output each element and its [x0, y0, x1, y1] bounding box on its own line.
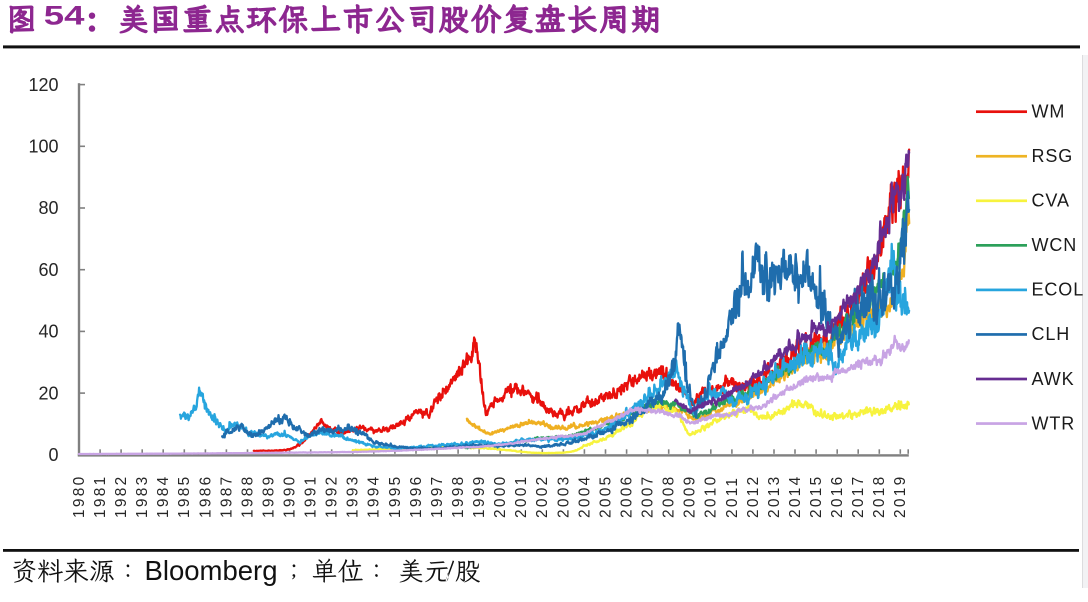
svg-text:1997: 1997 — [429, 475, 446, 518]
svg-text:120: 120 — [28, 75, 58, 95]
svg-text:2016: 2016 — [829, 475, 846, 518]
svg-text:2015: 2015 — [808, 475, 825, 518]
svg-text:2006: 2006 — [619, 475, 636, 518]
svg-text:2002: 2002 — [534, 475, 551, 518]
svg-text:2013: 2013 — [766, 475, 783, 518]
svg-text:80: 80 — [38, 198, 58, 218]
svg-text:2017: 2017 — [850, 475, 867, 518]
svg-text:2008: 2008 — [661, 475, 678, 518]
svg-text:2019: 2019 — [892, 475, 909, 518]
svg-text:1990: 1990 — [282, 475, 299, 518]
svg-text:2011: 2011 — [724, 476, 741, 518]
svg-text:RSG: RSG — [1032, 146, 1074, 166]
svg-text:CVA: CVA — [1032, 191, 1070, 211]
svg-text:1993: 1993 — [345, 475, 362, 518]
svg-text:0: 0 — [48, 445, 58, 465]
svg-text:Bloomberg: Bloomberg — [145, 555, 278, 586]
svg-text:100: 100 — [28, 137, 58, 157]
svg-text:1988: 1988 — [239, 475, 256, 518]
svg-text:ECOL: ECOL — [1032, 280, 1085, 300]
svg-text:40: 40 — [38, 322, 58, 342]
svg-text:1996: 1996 — [408, 475, 425, 518]
svg-text:1980: 1980 — [71, 475, 88, 518]
svg-text:WCN: WCN — [1032, 235, 1078, 255]
svg-text:1989: 1989 — [260, 475, 277, 518]
svg-text:2005: 2005 — [597, 475, 614, 518]
svg-text:54: 54 — [44, 0, 85, 30]
svg-text:CLH: CLH — [1032, 324, 1071, 344]
svg-text:1999: 1999 — [471, 475, 488, 518]
svg-text:2009: 2009 — [682, 475, 699, 518]
svg-text:1986: 1986 — [197, 475, 214, 518]
svg-text:2012: 2012 — [745, 475, 762, 518]
svg-text:1983: 1983 — [134, 475, 151, 518]
svg-text:1992: 1992 — [324, 475, 341, 518]
svg-text:60: 60 — [38, 260, 58, 280]
svg-text:2004: 2004 — [576, 475, 593, 518]
svg-text:2007: 2007 — [640, 475, 657, 518]
svg-text:1994: 1994 — [366, 475, 383, 518]
svg-text:1984: 1984 — [155, 475, 172, 518]
svg-text:2014: 2014 — [787, 475, 804, 518]
svg-text:1991: 1991 — [303, 475, 320, 518]
svg-text:1982: 1982 — [113, 475, 130, 518]
svg-text:1998: 1998 — [450, 475, 467, 518]
svg-text:AWK: AWK — [1032, 369, 1075, 389]
svg-text:1995: 1995 — [387, 475, 404, 518]
svg-text:WTR: WTR — [1032, 413, 1076, 433]
svg-text:2010: 2010 — [703, 475, 720, 518]
svg-text:1981: 1981 — [92, 475, 109, 518]
svg-text:WM: WM — [1032, 102, 1066, 122]
svg-text:2003: 2003 — [555, 475, 572, 518]
svg-text:20: 20 — [38, 383, 58, 403]
svg-text:2001: 2001 — [513, 475, 530, 518]
svg-text:1985: 1985 — [176, 475, 193, 518]
svg-text:1987: 1987 — [218, 475, 235, 518]
svg-text:2000: 2000 — [492, 475, 509, 518]
svg-text:2018: 2018 — [871, 475, 888, 518]
